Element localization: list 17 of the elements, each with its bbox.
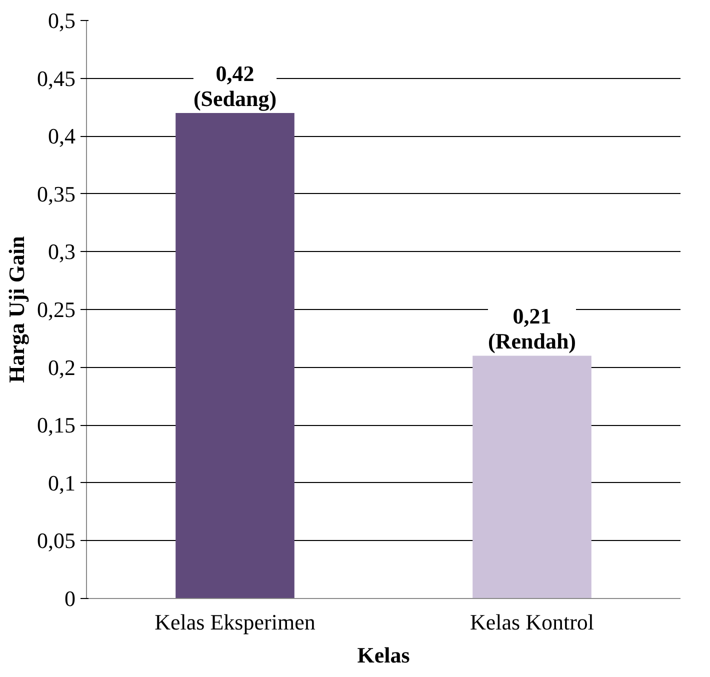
- y-tick-label: 0,35: [37, 181, 76, 206]
- y-tick-label: 0,25: [37, 297, 76, 322]
- y-tick-label: 0,3: [48, 239, 76, 264]
- x-tick-label: Kelas Eksperimen: [154, 610, 316, 634]
- y-tick-label: 0: [64, 586, 76, 611]
- x-tick-label: Kelas Kontrol: [470, 610, 594, 634]
- x-axis-title: Kelas: [357, 642, 410, 668]
- y-axis-title: Harga Uji Gain: [4, 236, 29, 383]
- y-tick-label: 0,45: [37, 66, 76, 91]
- y-tick-label: 0,5: [48, 8, 76, 33]
- y-tick-label: 0,1: [48, 470, 76, 496]
- data-label: 0,21 (Rendah): [488, 304, 576, 354]
- y-tick-label: 0,05: [37, 528, 76, 554]
- y-tick-label: 0,2: [48, 354, 76, 380]
- data-label: 0,42 (Sedang): [193, 60, 277, 111]
- y-tick-label: 0,15: [37, 412, 76, 438]
- y-tick-label: 0,4: [48, 124, 76, 149]
